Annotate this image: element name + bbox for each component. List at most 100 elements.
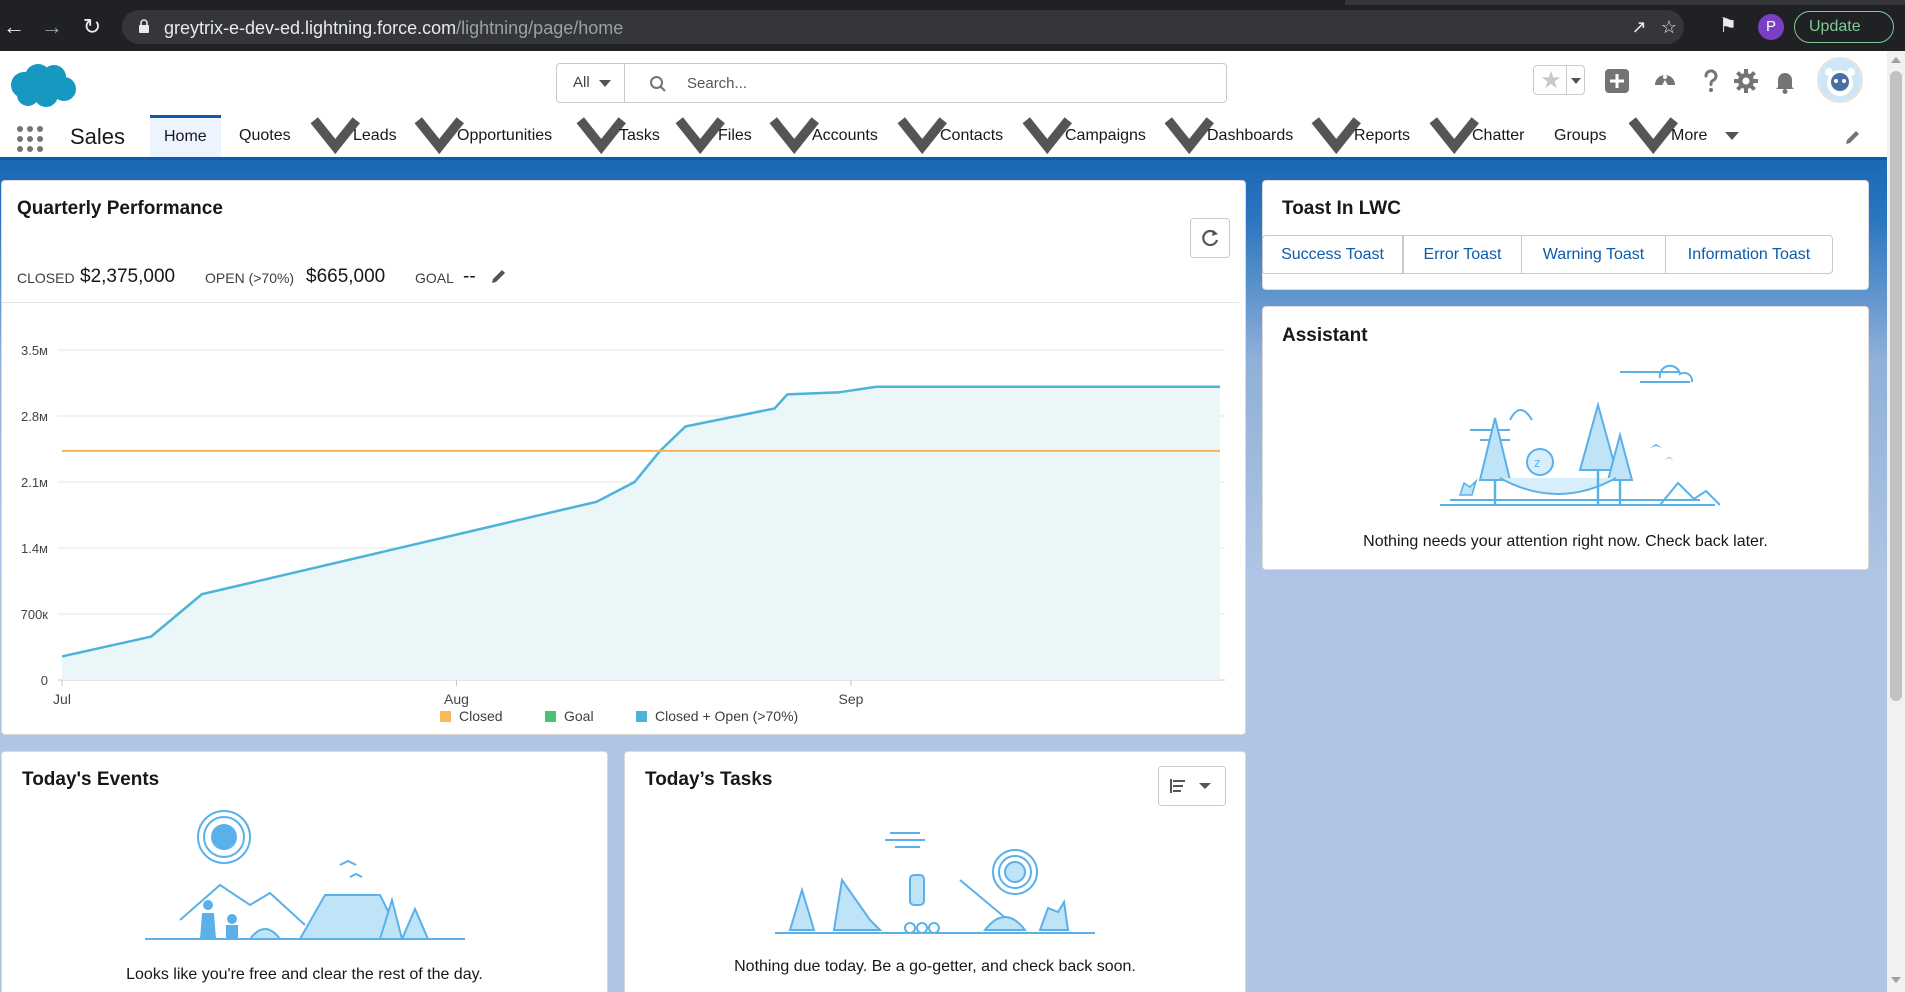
quarterly-performance-title: Quarterly Performance: [17, 198, 223, 219]
notifications-bell-icon[interactable]: [1771, 67, 1799, 95]
edit-nav-pencil-icon[interactable]: [1844, 128, 1862, 146]
search-scope-label: All: [573, 74, 590, 91]
nav-item-tasks[interactable]: Tasks: [619, 127, 660, 144]
back-icon[interactable]: ←: [3, 14, 25, 39]
y-tick-label: 2.1м: [21, 475, 48, 490]
chevron-down-icon[interactable]: [1163, 115, 1216, 157]
url-text[interactable]: greytrix-e-dev-ed.lightning.force.com/li…: [164, 18, 623, 39]
todays-tasks-card: [624, 751, 1246, 992]
todays-tasks-empty-message: Nothing due today. Be a go-getter, and c…: [734, 958, 1136, 975]
legend-swatch-closed: [440, 711, 451, 722]
closed-label: CLOSED: [17, 270, 75, 286]
y-tick-label: 3.5м: [21, 343, 48, 358]
edit-goal-pencil-icon[interactable]: [490, 267, 508, 285]
nav-item-home[interactable]: Home: [150, 115, 221, 157]
error-toast-button[interactable]: Error Toast: [1403, 235, 1522, 274]
app-name: Sales: [70, 124, 126, 149]
trailhead-icon[interactable]: [1651, 67, 1679, 95]
url-host: greytrix-e-dev-ed.lightning.force.com: [164, 18, 457, 38]
nav-item-leads[interactable]: Leads: [353, 127, 397, 144]
information-toast-button[interactable]: Information Toast: [1665, 235, 1833, 274]
success-toast-button[interactable]: Success Toast: [1262, 235, 1403, 274]
legend-swatch-goal: [545, 711, 556, 722]
nav-item-quotes[interactable]: Quotes: [239, 127, 291, 144]
x-tick-label: Aug: [444, 691, 469, 707]
chevron-down-icon[interactable]: [575, 115, 628, 157]
todays-events-empty-message: Looks like you're free and clear the res…: [126, 966, 483, 983]
nav-item-campaigns[interactable]: Campaigns: [1065, 127, 1146, 144]
campfire-illustration: [775, 832, 1095, 934]
extensions-icon[interactable]: ⚑: [1719, 15, 1737, 37]
goal-value: --: [463, 266, 476, 287]
astro-avatar-icon: [1825, 68, 1855, 96]
closed-open-series-line: [61, 385, 1220, 658]
scroll-up-arrow-icon[interactable]: [1891, 57, 1901, 63]
browser-active-tab[interactable]: [0, 0, 1345, 5]
global-actions-icon[interactable]: [1603, 67, 1631, 95]
hammock-illustration: z: [1440, 364, 1720, 506]
y-tick-label: 0: [41, 673, 48, 688]
assistant-empty-message: Nothing needs your attention right now. …: [1363, 533, 1768, 550]
chevron-down-icon[interactable]: [1428, 115, 1481, 157]
chevron-down-icon[interactable]: [1310, 115, 1363, 157]
nav-item-dashboards[interactable]: Dashboards: [1207, 127, 1294, 144]
help-icon[interactable]: [1697, 67, 1725, 95]
profile-avatar[interactable]: P: [1758, 14, 1784, 40]
legend-swatch-closed-open: [636, 711, 647, 722]
chevron-down-icon[interactable]: [309, 115, 362, 157]
legend-label-goal: Goal: [564, 708, 594, 724]
share-icon[interactable]: ↗: [1631, 17, 1647, 37]
bookmark-star-icon[interactable]: ☆: [1660, 17, 1678, 37]
address-bar[interactable]: greytrix-e-dev-ed.lightning.force.com/li…: [122, 10, 1684, 44]
user-avatar[interactable]: [1817, 57, 1863, 103]
nav-item-reports[interactable]: Reports: [1354, 127, 1411, 144]
task-filter-button[interactable]: [1158, 766, 1226, 806]
more-caret-down-icon[interactable]: [1725, 132, 1739, 140]
page-scrollbar[interactable]: [1887, 51, 1905, 992]
chevron-down-icon[interactable]: [1021, 115, 1074, 157]
warning-toast-button[interactable]: Warning Toast: [1521, 235, 1666, 274]
update-button[interactable]: Update: [1794, 11, 1894, 43]
toast-lwc-title: Toast In LWC: [1282, 198, 1401, 219]
favorites-button[interactable]: ★: [1533, 65, 1585, 95]
nav-item-files[interactable]: Files: [718, 127, 752, 144]
svg-text:z: z: [1534, 456, 1540, 470]
chevron-down-icon[interactable]: [896, 115, 949, 157]
salesforce-logo[interactable]: [6, 59, 78, 111]
nav-item-chatter[interactable]: Chatter: [1472, 127, 1525, 144]
y-tick-label: 1.4м: [21, 541, 48, 556]
url-path: /lightning/page/home: [456, 18, 624, 38]
todays-events-card: [1, 751, 608, 992]
performance-chart: 0 700к 1.4м 2.1м 2.8м 3.5м Jul Aug Sep: [21, 343, 1225, 707]
legend-label-closed-open: Closed + Open (>70%): [655, 708, 799, 724]
closed-open-area-fill: [62, 386, 1220, 680]
refresh-button[interactable]: [1190, 218, 1230, 258]
scroll-down-arrow-icon[interactable]: [1891, 977, 1901, 983]
forward-icon[interactable]: →: [41, 14, 63, 39]
nav-item-contacts[interactable]: Contacts: [940, 127, 1004, 144]
chevron-down-icon[interactable]: [674, 115, 727, 157]
search-scope-select[interactable]: All: [557, 64, 625, 102]
search-input[interactable]: [687, 70, 1207, 96]
scrollbar-thumb[interactable]: [1890, 71, 1902, 701]
chevron-down-icon[interactable]: [1627, 115, 1680, 157]
sort-list-icon: [1170, 779, 1211, 793]
app-launcher-icon[interactable]: [16, 125, 44, 153]
lock-icon: [139, 19, 149, 33]
chevron-down-icon[interactable]: [768, 115, 821, 157]
nav-item-more[interactable]: More: [1671, 127, 1708, 144]
y-tick-label: 700к: [21, 607, 49, 622]
nav-item-groups[interactable]: Groups: [1554, 127, 1607, 144]
goal-label: GOAL: [415, 270, 454, 286]
global-search[interactable]: All: [556, 63, 1227, 103]
performance-divider: [2, 302, 1239, 303]
x-tick-label: Jul: [53, 691, 71, 707]
settings-gear-icon[interactable]: [1732, 67, 1760, 95]
nav-item-opportunities[interactable]: Opportunities: [457, 127, 553, 144]
favorites-dropdown[interactable]: [1566, 66, 1585, 94]
nav-item-accounts[interactable]: Accounts: [812, 127, 878, 144]
chevron-down-icon[interactable]: [413, 115, 466, 157]
legend-label-closed: Closed: [459, 708, 503, 724]
favorite-star-icon[interactable]: ★: [1540, 67, 1562, 94]
reload-icon[interactable]: ↻: [82, 14, 102, 39]
